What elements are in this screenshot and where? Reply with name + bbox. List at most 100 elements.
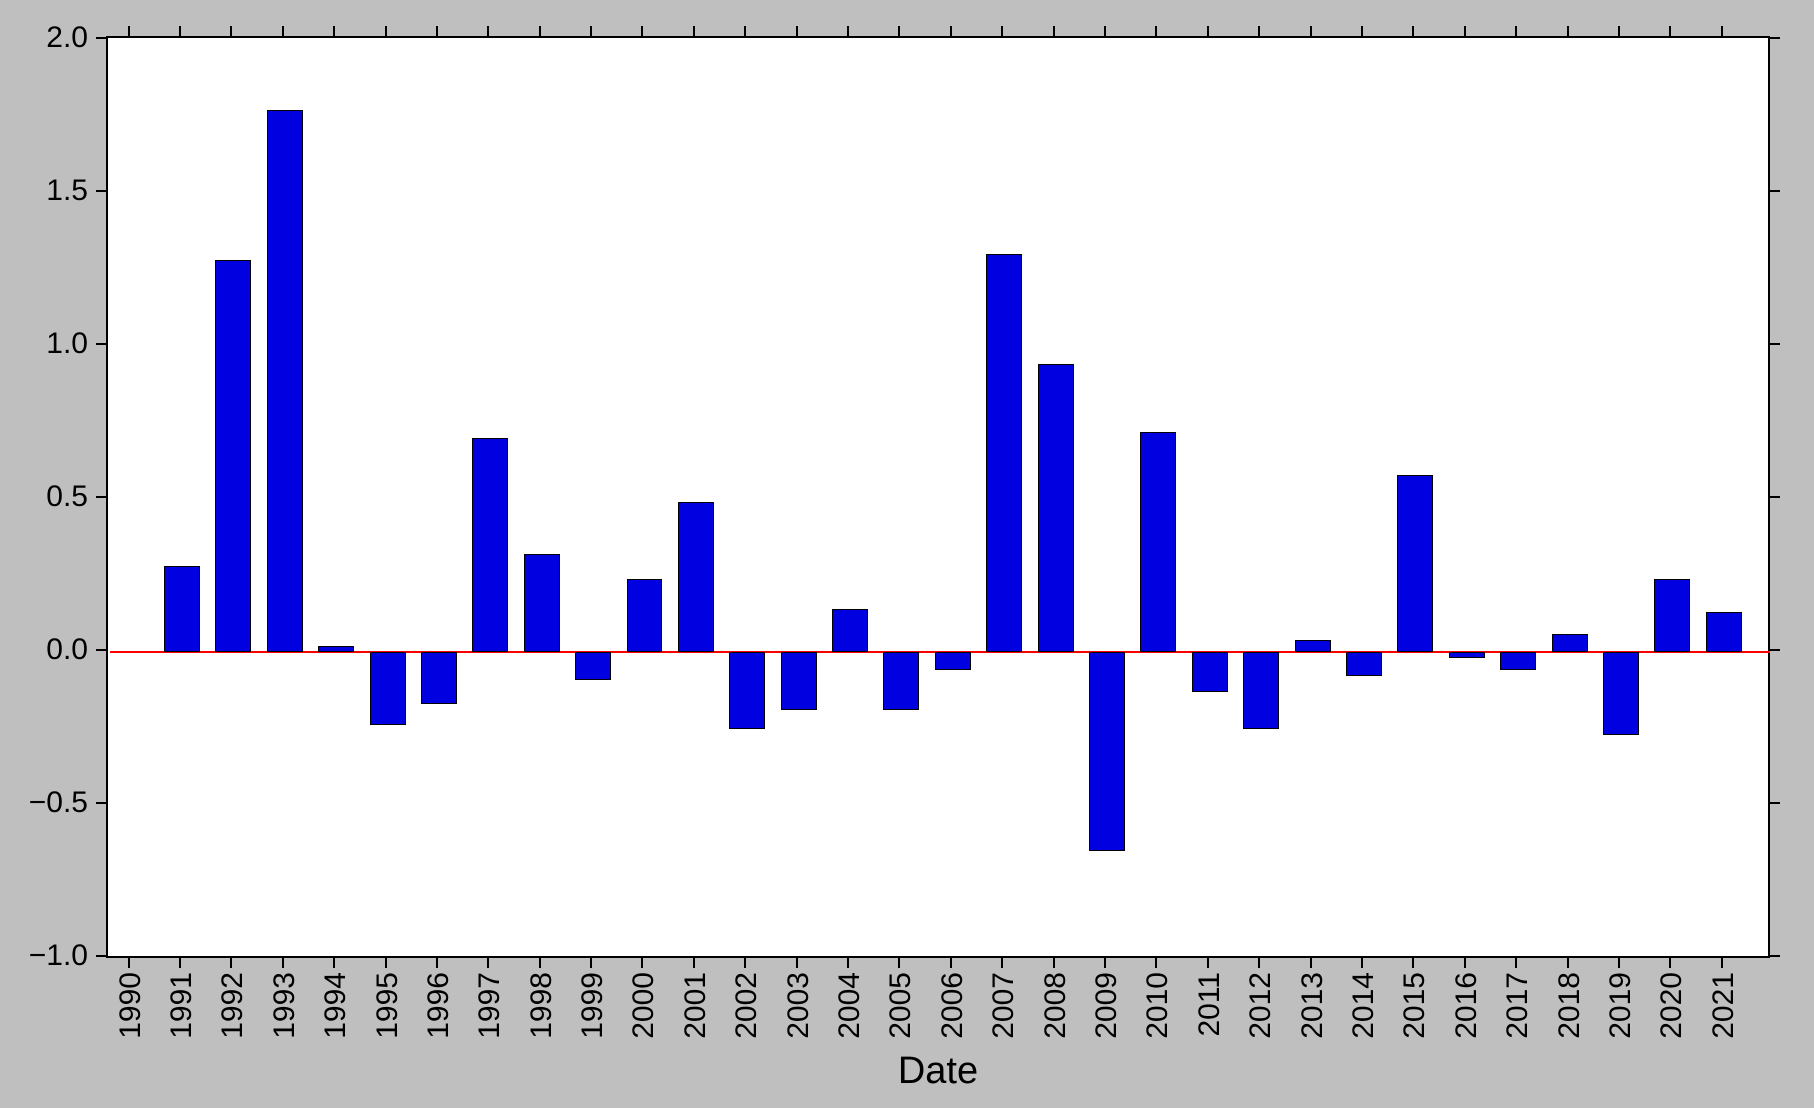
x-tick-mark: [539, 26, 541, 36]
y-tick-mark: [96, 649, 106, 651]
x-tick-mark: [1567, 958, 1569, 968]
bar: [524, 554, 560, 652]
bar: [1243, 652, 1279, 729]
x-tick-mark: [333, 26, 335, 36]
x-tick-mark: [590, 26, 592, 36]
bar: [935, 652, 971, 670]
x-tick-mark: [1361, 958, 1363, 968]
x-tick-mark: [230, 958, 232, 968]
x-tick-mark: [744, 26, 746, 36]
bar: [421, 652, 457, 704]
bar: [832, 609, 868, 652]
y-tick-label: 1.0: [0, 327, 88, 361]
bar: [729, 652, 765, 729]
y-tick-mark: [1770, 955, 1780, 957]
y-tick-mark: [96, 496, 106, 498]
x-tick-mark: [847, 958, 849, 968]
bar: [370, 652, 406, 725]
bar: [781, 652, 817, 710]
y-tick-mark: [96, 802, 106, 804]
y-tick-label: −1.0: [0, 939, 88, 973]
x-tick-mark: [641, 958, 643, 968]
x-tick-mark: [1515, 958, 1517, 968]
y-tick-mark: [1770, 802, 1780, 804]
x-tick-mark: [898, 26, 900, 36]
x-tick-mark: [1258, 958, 1260, 968]
bar: [678, 502, 714, 652]
x-tick-mark: [1207, 26, 1209, 36]
bar: [1192, 652, 1228, 692]
x-tick-mark: [436, 26, 438, 36]
x-tick-mark: [487, 958, 489, 968]
y-tick-mark: [96, 955, 106, 957]
x-tick-mark: [1104, 26, 1106, 36]
bar: [1140, 432, 1176, 652]
bar: [164, 566, 200, 652]
x-tick-mark: [1001, 958, 1003, 968]
x-tick-mark: [641, 26, 643, 36]
x-tick-mark: [1155, 958, 1157, 968]
y-tick-mark: [96, 343, 106, 345]
x-tick-mark: [1412, 26, 1414, 36]
x-tick-mark: [1053, 26, 1055, 36]
x-tick-mark: [333, 958, 335, 968]
x-tick-mark: [693, 26, 695, 36]
y-tick-label: 2.0: [0, 21, 88, 55]
bar: [1500, 652, 1536, 670]
bar: [575, 652, 611, 680]
x-tick-mark: [436, 958, 438, 968]
x-tick-mark: [128, 26, 130, 36]
x-tick-mark: [590, 958, 592, 968]
x-tick-mark: [385, 958, 387, 968]
x-tick-mark: [1001, 26, 1003, 36]
x-tick-mark: [1721, 958, 1723, 968]
x-tick-mark: [179, 26, 181, 36]
x-tick-mark: [744, 958, 746, 968]
x-tick-mark: [1567, 26, 1569, 36]
x-axis-label: Date: [898, 1050, 978, 1093]
x-tick-mark: [282, 958, 284, 968]
y-tick-mark: [96, 190, 106, 192]
y-tick-mark: [1770, 343, 1780, 345]
x-tick-mark: [1618, 958, 1620, 968]
bar: [318, 646, 354, 652]
x-tick-mark: [1053, 958, 1055, 968]
y-tick-mark: [96, 37, 106, 39]
y-tick-mark: [1770, 37, 1780, 39]
x-tick-mark: [1669, 958, 1671, 968]
x-tick-mark: [1464, 26, 1466, 36]
x-tick-mark: [1258, 26, 1260, 36]
x-tick-mark: [796, 26, 798, 36]
x-tick-mark: [898, 958, 900, 968]
y-tick-mark: [1770, 190, 1780, 192]
bar: [1654, 579, 1690, 652]
x-tick-mark: [1104, 958, 1106, 968]
y-tick-label: 1.5: [0, 174, 88, 208]
x-tick-mark: [539, 958, 541, 968]
y-tick-mark: [1770, 649, 1780, 651]
x-tick-mark: [128, 958, 130, 968]
bar: [1346, 652, 1382, 676]
x-tick-mark: [1310, 26, 1312, 36]
bar: [1089, 652, 1125, 851]
x-tick-mark: [847, 26, 849, 36]
bar: [1449, 652, 1485, 658]
y-tick-label: 0.0: [0, 633, 88, 667]
x-tick-mark: [950, 26, 952, 36]
bar: [883, 652, 919, 710]
y-tick-label: 0.5: [0, 480, 88, 514]
bar: [1603, 652, 1639, 735]
x-tick-mark: [1207, 958, 1209, 968]
bar: [627, 579, 663, 652]
x-tick-mark: [1361, 26, 1363, 36]
x-tick-mark: [230, 26, 232, 36]
bar: [1295, 640, 1331, 652]
x-tick-mark: [1669, 26, 1671, 36]
x-tick-mark: [1618, 26, 1620, 36]
plot-area: [106, 36, 1770, 958]
x-tick-mark: [1721, 26, 1723, 36]
x-tick-mark: [385, 26, 387, 36]
x-tick-mark: [487, 26, 489, 36]
bar: [1706, 612, 1742, 652]
x-tick-mark: [950, 958, 952, 968]
